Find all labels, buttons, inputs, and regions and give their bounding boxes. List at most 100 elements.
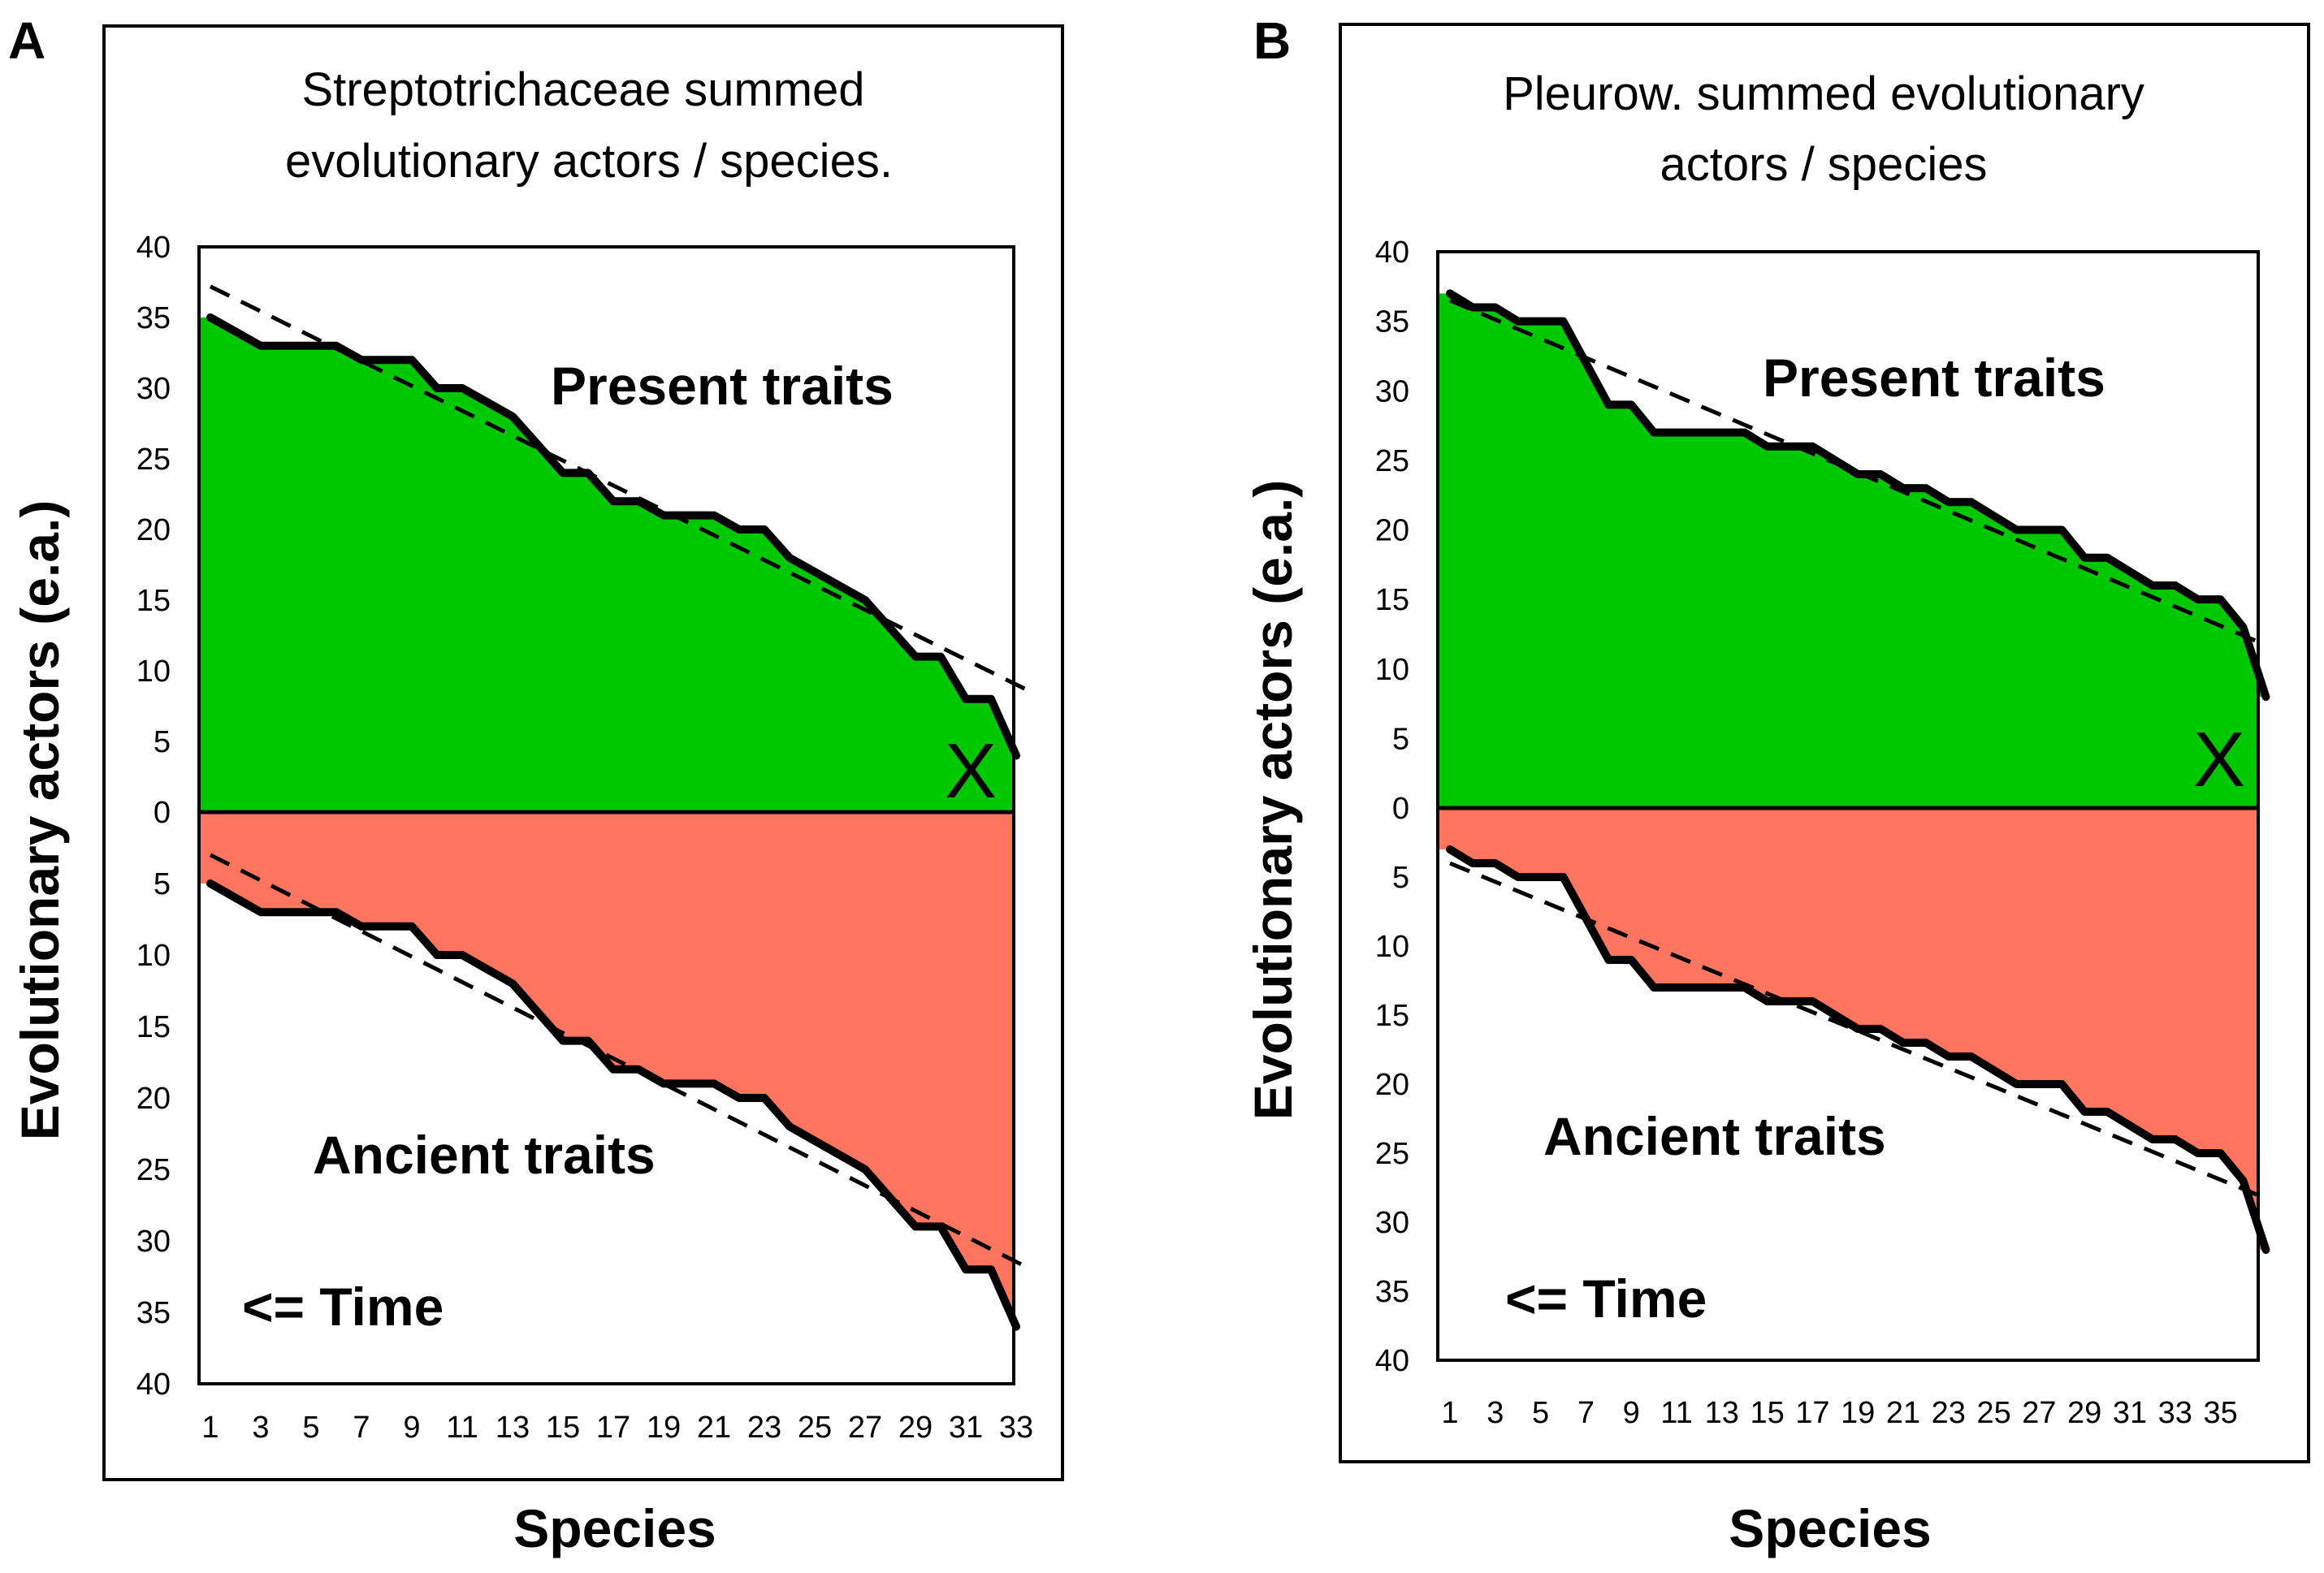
panel-b-x-tick: 13 (1705, 1396, 1739, 1430)
panel-a-extinct-marker: X (945, 728, 997, 815)
panel-b-x-axis-title: Species (1729, 1498, 1932, 1558)
panel-a-y-tick-upper: 10 (136, 655, 171, 689)
panel-a-x-tick: 27 (848, 1411, 882, 1445)
panel-b-y-tick-lower: 35 (1375, 1275, 1409, 1309)
panel-b-y-tick-upper: 40 (1375, 236, 1409, 270)
panel-a-frame (102, 24, 1064, 1481)
panel-b-lines (1446, 289, 2270, 1254)
panel-b-y-tick-upper: 10 (1375, 653, 1409, 687)
panel-b-y-tick-lower: 40 (1375, 1344, 1409, 1378)
panel-b-ancient-series-line (1446, 845, 2270, 1254)
panel-b-y-tick-upper: 35 (1375, 305, 1409, 339)
panel-a-present-area (199, 318, 1016, 812)
panel-a-present-series-line (206, 313, 1020, 760)
panel-a-y-axis-title: Evolutionary actors (e.a.) (10, 500, 70, 1141)
panel-b-x-tick: 35 (2203, 1396, 2237, 1430)
panel-a-present-label: Present traits (551, 356, 894, 416)
panel-a-x-tick: 13 (496, 1411, 530, 1445)
panel-b-x-tick: 9 (1623, 1396, 1640, 1430)
panel-b-y-tick-upper: 0 (1392, 792, 1409, 826)
panel-b-x-tick: 27 (2022, 1396, 2056, 1430)
panel-a: A Streptotrichaceae summed evolutionary … (8, 11, 1064, 1558)
panel-b-title-line-2: actors / species (1660, 138, 1988, 191)
panel-a-y-tick-upper: 0 (154, 796, 171, 830)
panel-b-y-tick-lower: 5 (1392, 861, 1409, 895)
panel-a-y-tick-lower: 20 (136, 1082, 171, 1116)
panel-b-y-tick-lower: 15 (1375, 999, 1409, 1033)
panel-b-x-tick: 29 (2067, 1396, 2101, 1430)
panel-a-y-tick-upper: 35 (136, 301, 171, 335)
panel-b-x-tick: 3 (1487, 1396, 1504, 1430)
panel-a-title-line-2: evolutionary actors / species. (285, 135, 893, 188)
panel-b-y-tick-lower: 30 (1375, 1206, 1409, 1240)
panel-b-title-line-1: Pleurow. summed evolutionary (1503, 67, 2144, 120)
panel-b-y-tick-upper: 25 (1375, 444, 1409, 478)
panel-a-letter: A (8, 11, 45, 70)
panel-b-x-tick: 1 (1441, 1396, 1458, 1430)
panel-a-x-tick: 33 (999, 1411, 1033, 1445)
panel-a-y-tick-lower: 10 (136, 939, 171, 973)
panel-b-frame (1339, 23, 2310, 1463)
panel-a-x-tick: 7 (353, 1411, 370, 1445)
panel-a-x-tick: 3 (252, 1411, 269, 1445)
panel-a-x-tick: 15 (546, 1411, 580, 1445)
panel-a-x-tick: 23 (747, 1411, 781, 1445)
panel-b-y-tick-lower: 10 (1375, 930, 1409, 964)
panel-b-x-tick: 17 (1795, 1396, 1829, 1430)
panel-b-y-tick-lower: 20 (1375, 1068, 1409, 1102)
panel-a-ancient-series-line (206, 879, 1020, 1331)
panel-a-x-tick: 17 (596, 1411, 630, 1445)
panel-a-y-tick-upper: 15 (136, 584, 171, 618)
panel-a-y-tick-upper: 5 (154, 725, 171, 759)
panel-b-y-axis-title: Evolutionary actors (e.a.) (1243, 480, 1303, 1121)
panel-a-plot-frame (197, 245, 1015, 1385)
panel-a-x-tick: 21 (697, 1411, 731, 1445)
panel-a-y-tick-lower: 30 (136, 1225, 171, 1259)
panel-b-x-tick: 23 (1932, 1396, 1966, 1430)
panel-a-y-tick-upper: 25 (136, 443, 171, 477)
panel-a-fills (199, 318, 1016, 1327)
panel-a-y-tick-lower: 35 (136, 1296, 171, 1330)
panel-a-lines (206, 284, 1032, 1331)
panel-a-x-tick: 1 (201, 1411, 219, 1445)
panel-b-y-tick-upper: 20 (1375, 514, 1409, 548)
panel-a-y-tick-upper: 20 (136, 513, 171, 547)
panel-a-x-tick: 5 (302, 1411, 319, 1445)
panel-b-x-tick: 19 (1841, 1396, 1875, 1430)
panel-a-x-tick: 11 (446, 1411, 478, 1445)
panel-a-x-axis-title: Species (513, 1498, 716, 1558)
panel-a-x-tick: 29 (898, 1411, 933, 1445)
panel-b-y-tick-lower: 25 (1375, 1137, 1409, 1171)
panel-a-ancient-label: Ancient traits (313, 1125, 656, 1185)
panel-a-y-tick-lower: 40 (136, 1368, 171, 1402)
panel-a-y-tick-lower: 25 (136, 1153, 171, 1187)
panel-b-y-tick-upper: 15 (1375, 583, 1409, 617)
panel-a-x-tick: 19 (647, 1411, 681, 1445)
panel-b-x-tick: 5 (1532, 1396, 1549, 1430)
panel-a-time-annotation: <= Time (242, 1277, 444, 1337)
panel-b-present-series-line (1446, 289, 2270, 701)
panel-b-x-tick: 33 (2158, 1396, 2192, 1430)
panel-a-ancient-area (199, 812, 1016, 1327)
panel-b-ancient-label: Ancient traits (1543, 1106, 1886, 1166)
panel-a-x-tick: 9 (403, 1411, 420, 1445)
panel-b-x-tick: 31 (2113, 1396, 2147, 1430)
panel-a-y-tick-lower: 5 (154, 867, 171, 901)
panel-a-y-tick-upper: 40 (136, 231, 171, 265)
panel-b-x-tick: 7 (1577, 1396, 1595, 1430)
panel-b: B Pleurow. summed evolutionary actors / … (1243, 11, 2310, 1558)
panel-b-x-tick: 25 (1976, 1396, 2010, 1430)
panel-b-x-tick: 21 (1886, 1396, 1920, 1430)
panel-a-title-line-1: Streptotrichaceae summed (301, 63, 864, 116)
panel-b-y-tick-upper: 30 (1375, 374, 1409, 408)
panel-b-x-tick: 11 (1660, 1396, 1692, 1430)
panel-b-time-annotation: <= Time (1505, 1268, 1707, 1329)
panel-a-y-tick-lower: 15 (136, 1010, 171, 1044)
panel-b-present-label: Present traits (1763, 348, 2105, 408)
panel-b-y-tick-upper: 5 (1392, 722, 1409, 756)
panel-b-x-tick: 15 (1750, 1396, 1784, 1430)
panel-b-ancient-area (1438, 808, 2266, 1250)
